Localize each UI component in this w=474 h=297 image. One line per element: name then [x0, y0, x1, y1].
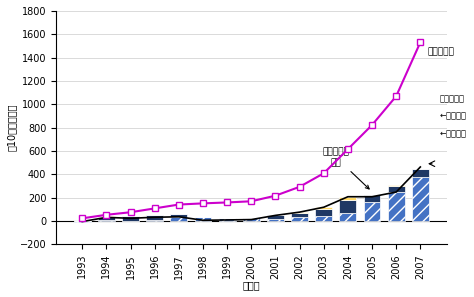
Bar [74, 221, 91, 222]
Bar [339, 197, 356, 200]
Bar [98, 216, 115, 217]
Bar [364, 195, 381, 202]
Bar [388, 192, 405, 221]
外貨準備高 [248, 200, 254, 203]
外貨準備の増分 [80, 220, 85, 223]
Text: 外貨準備高: 外貨準備高 [428, 47, 455, 56]
外貨準備高 [224, 201, 230, 204]
X-axis label: （年）: （年） [243, 280, 260, 290]
Bar [315, 216, 332, 221]
Line: 外貨準備高: 外貨準備高 [80, 40, 423, 221]
Bar [364, 202, 381, 221]
Bar [98, 220, 115, 221]
Bar [339, 200, 356, 213]
外貨準備の増分 [321, 206, 327, 209]
Bar [146, 220, 163, 221]
Bar [339, 213, 356, 221]
Bar [194, 217, 211, 221]
Bar [98, 217, 115, 220]
外貨準備高 [393, 94, 399, 98]
外貨準備の増分 [393, 190, 399, 194]
外貨準備高 [297, 185, 302, 189]
外貨準備高 [80, 217, 85, 220]
Bar [122, 216, 139, 221]
Bar [291, 217, 308, 221]
外貨準備の増分 [224, 218, 230, 222]
Bar [412, 178, 429, 221]
Bar [146, 215, 163, 220]
Bar [267, 215, 284, 219]
外貨準備の増分 [128, 217, 133, 220]
Bar [171, 217, 187, 221]
外貨準備高 [345, 147, 351, 151]
外貨準備高 [273, 194, 278, 198]
外貨準備の増分 [248, 218, 254, 221]
外貨準備高 [369, 123, 375, 127]
外貨準備の増分 [176, 215, 182, 219]
Bar [291, 213, 308, 217]
Text: 誤差・脱漏: 誤差・脱漏 [440, 94, 465, 103]
Y-axis label: （10億米ドル）: （10億米ドル） [7, 104, 17, 151]
外貨準備の増分 [418, 165, 423, 169]
Text: ←経常収支: ←経常収支 [440, 129, 466, 138]
外貨準備高 [152, 207, 157, 210]
Bar [315, 209, 332, 216]
外貨準備高 [418, 40, 423, 44]
Bar [171, 214, 187, 217]
Bar [388, 187, 405, 192]
外貨準備高 [128, 211, 133, 214]
Line: 外貨準備の増分: 外貨準備の増分 [82, 167, 420, 222]
外貨準備の増分 [297, 210, 302, 214]
外貨準備の増分 [104, 216, 109, 219]
外貨準備高 [104, 213, 109, 217]
Bar [267, 219, 284, 221]
外貨準備の増分 [273, 214, 278, 217]
Text: 外貨準備の
増分: 外貨準備の 増分 [322, 148, 369, 189]
外貨準備の増分 [345, 195, 351, 198]
外貨準備高 [176, 203, 182, 206]
Bar [315, 207, 332, 209]
外貨準備の増分 [369, 195, 375, 198]
外貨準備の増分 [200, 219, 206, 222]
外貨準備の増分 [152, 215, 157, 219]
Text: ←資本収支: ←資本収支 [440, 111, 466, 120]
Bar [219, 218, 236, 221]
外貨準備高 [200, 202, 206, 205]
Bar [388, 185, 405, 187]
Bar [412, 169, 429, 178]
Bar [291, 212, 308, 213]
Bar [243, 218, 260, 221]
外貨準備高 [321, 171, 327, 175]
